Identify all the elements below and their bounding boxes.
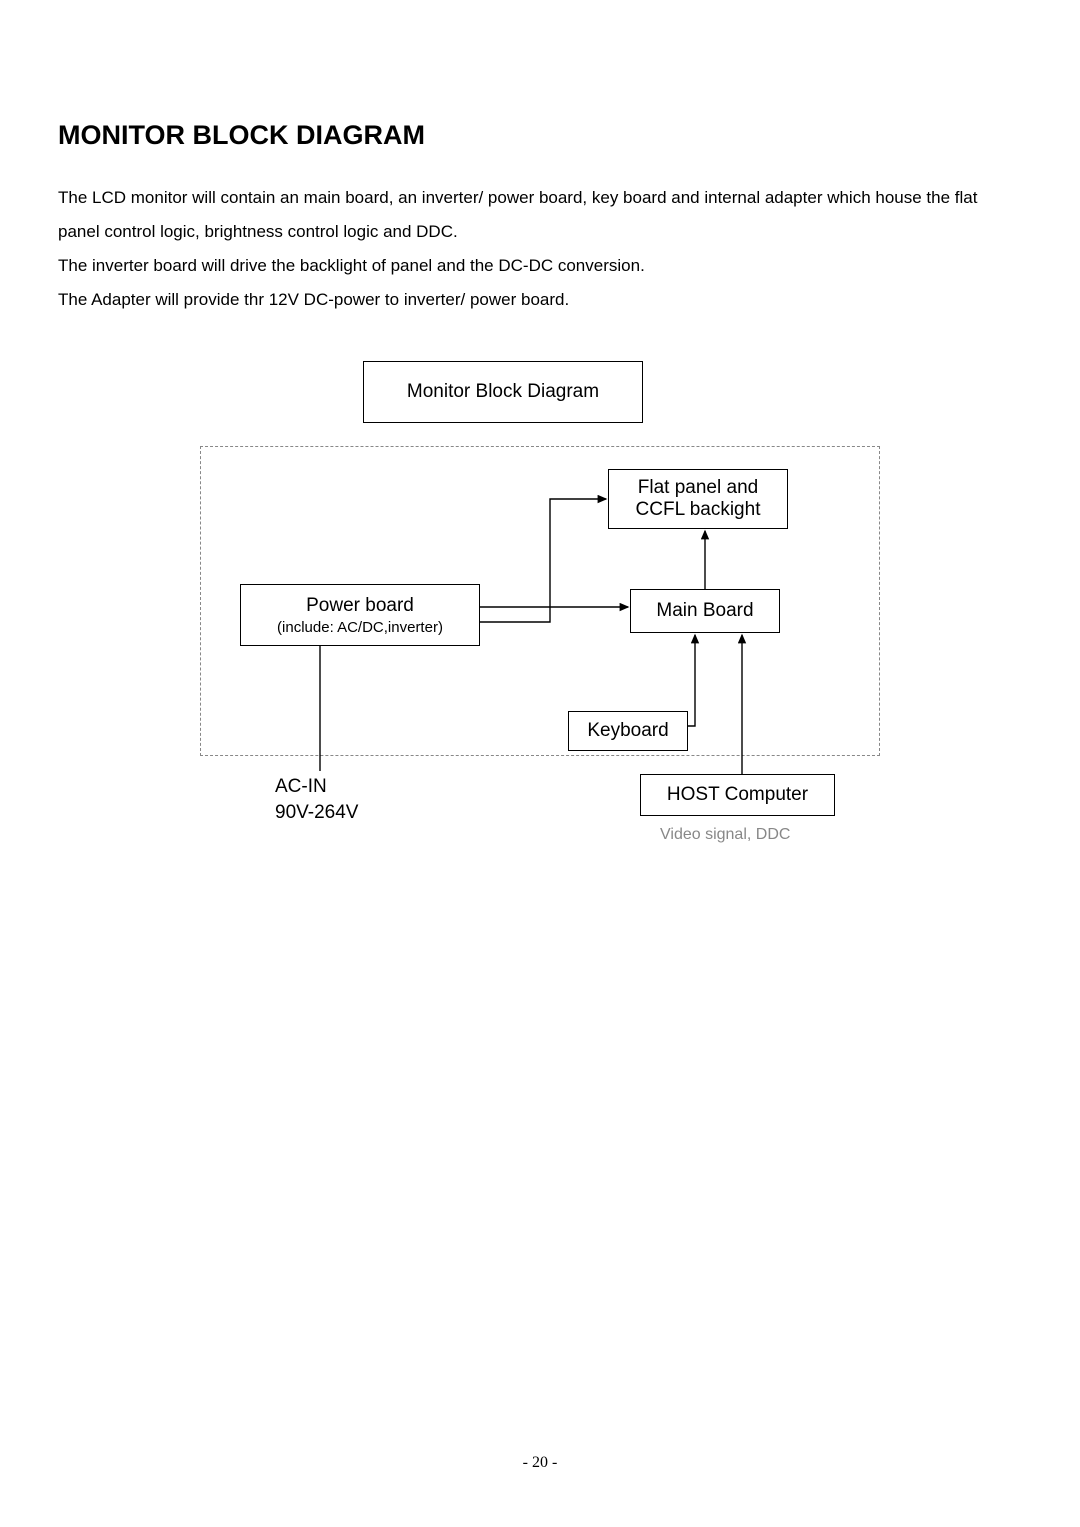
paragraph-2: The inverter board will drive the backli… [58,249,1022,283]
node-host-line1: HOST Computer [667,784,808,806]
label-ac-in: AC-IN 90V-264V [275,774,358,825]
node-flat-panel: Flat panel and CCFL backight [608,469,788,529]
node-power-board: Power board (include: AC/DC,inverter) [240,584,480,646]
node-power-board-sub: (include: AC/DC,inverter) [277,619,443,636]
paragraph-3: The Adapter will provide thr 12V DC-powe… [58,283,1022,317]
node-power-board-line1: Power board [306,595,414,617]
label-ac-in-line1: AC-IN [275,776,327,797]
page-title: MONITOR BLOCK DIAGRAM [58,120,1022,151]
node-flat-panel-line1: Flat panel and [638,477,758,499]
block-diagram: Monitor Block Diagram Flat panel and CCF… [200,361,880,871]
label-ac-in-line2: 90V-264V [275,802,358,823]
node-main-board-line1: Main Board [656,600,753,622]
node-main-board: Main Board [630,589,780,633]
label-video-signal: Video signal, DDC [660,824,790,846]
page-number: - 20 - [0,1454,1080,1472]
node-flat-panel-line2: CCFL backight [636,499,761,521]
paragraph-1: The LCD monitor will contain an main boa… [58,181,1022,249]
diagram-title-box: Monitor Block Diagram [363,361,643,423]
diagram-title-label: Monitor Block Diagram [407,381,599,403]
node-host-computer: HOST Computer [640,774,835,816]
node-keyboard-line1: Keyboard [587,720,668,742]
node-keyboard: Keyboard [568,711,688,751]
label-video-signal-text: Video signal, DDC [660,826,790,843]
